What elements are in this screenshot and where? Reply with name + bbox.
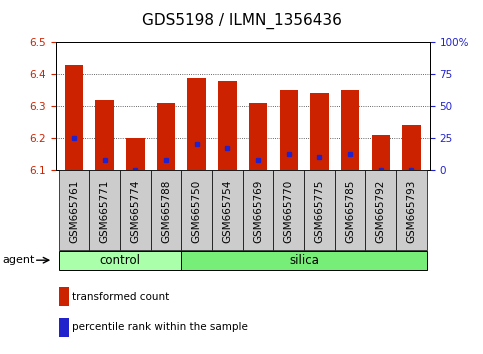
Bar bbox=[243, 170, 273, 250]
Text: GSM665770: GSM665770 bbox=[284, 179, 294, 243]
Bar bbox=[212, 170, 243, 250]
Text: GSM665792: GSM665792 bbox=[376, 179, 386, 243]
Bar bbox=[341, 90, 359, 170]
Text: GSM665785: GSM665785 bbox=[345, 179, 355, 243]
Bar bbox=[181, 170, 212, 250]
Bar bbox=[96, 100, 114, 170]
Text: GDS5198 / ILMN_1356436: GDS5198 / ILMN_1356436 bbox=[142, 12, 341, 29]
Text: transformed count: transformed count bbox=[72, 292, 170, 302]
Text: GSM665788: GSM665788 bbox=[161, 179, 171, 243]
Bar bbox=[249, 103, 267, 170]
Bar bbox=[371, 135, 390, 170]
Text: GSM665761: GSM665761 bbox=[69, 179, 79, 243]
Text: GSM665754: GSM665754 bbox=[222, 179, 232, 243]
Bar bbox=[65, 65, 83, 170]
Bar bbox=[366, 170, 396, 250]
Text: silica: silica bbox=[289, 254, 319, 267]
Bar bbox=[126, 138, 144, 170]
Bar bbox=[120, 170, 151, 250]
Text: percentile rank within the sample: percentile rank within the sample bbox=[72, 322, 248, 332]
Text: GSM665774: GSM665774 bbox=[130, 179, 141, 243]
Text: GSM665750: GSM665750 bbox=[192, 179, 202, 243]
Bar bbox=[310, 93, 328, 170]
Text: agent: agent bbox=[2, 255, 35, 265]
Bar bbox=[187, 78, 206, 170]
Bar bbox=[402, 125, 421, 170]
Bar bbox=[89, 170, 120, 250]
Bar bbox=[273, 170, 304, 250]
Bar bbox=[59, 287, 69, 307]
Text: control: control bbox=[99, 254, 141, 267]
Bar bbox=[157, 103, 175, 170]
Bar bbox=[396, 170, 427, 250]
Bar bbox=[58, 170, 89, 250]
Text: GSM665793: GSM665793 bbox=[407, 179, 416, 243]
Bar bbox=[218, 81, 237, 170]
Text: GSM665775: GSM665775 bbox=[314, 179, 325, 243]
Bar bbox=[181, 251, 427, 270]
Bar bbox=[280, 90, 298, 170]
Bar bbox=[59, 318, 69, 337]
Bar bbox=[151, 170, 181, 250]
Bar bbox=[335, 170, 366, 250]
Bar bbox=[304, 170, 335, 250]
Text: GSM665769: GSM665769 bbox=[253, 179, 263, 243]
Text: GSM665771: GSM665771 bbox=[99, 179, 110, 243]
Bar bbox=[58, 251, 181, 270]
